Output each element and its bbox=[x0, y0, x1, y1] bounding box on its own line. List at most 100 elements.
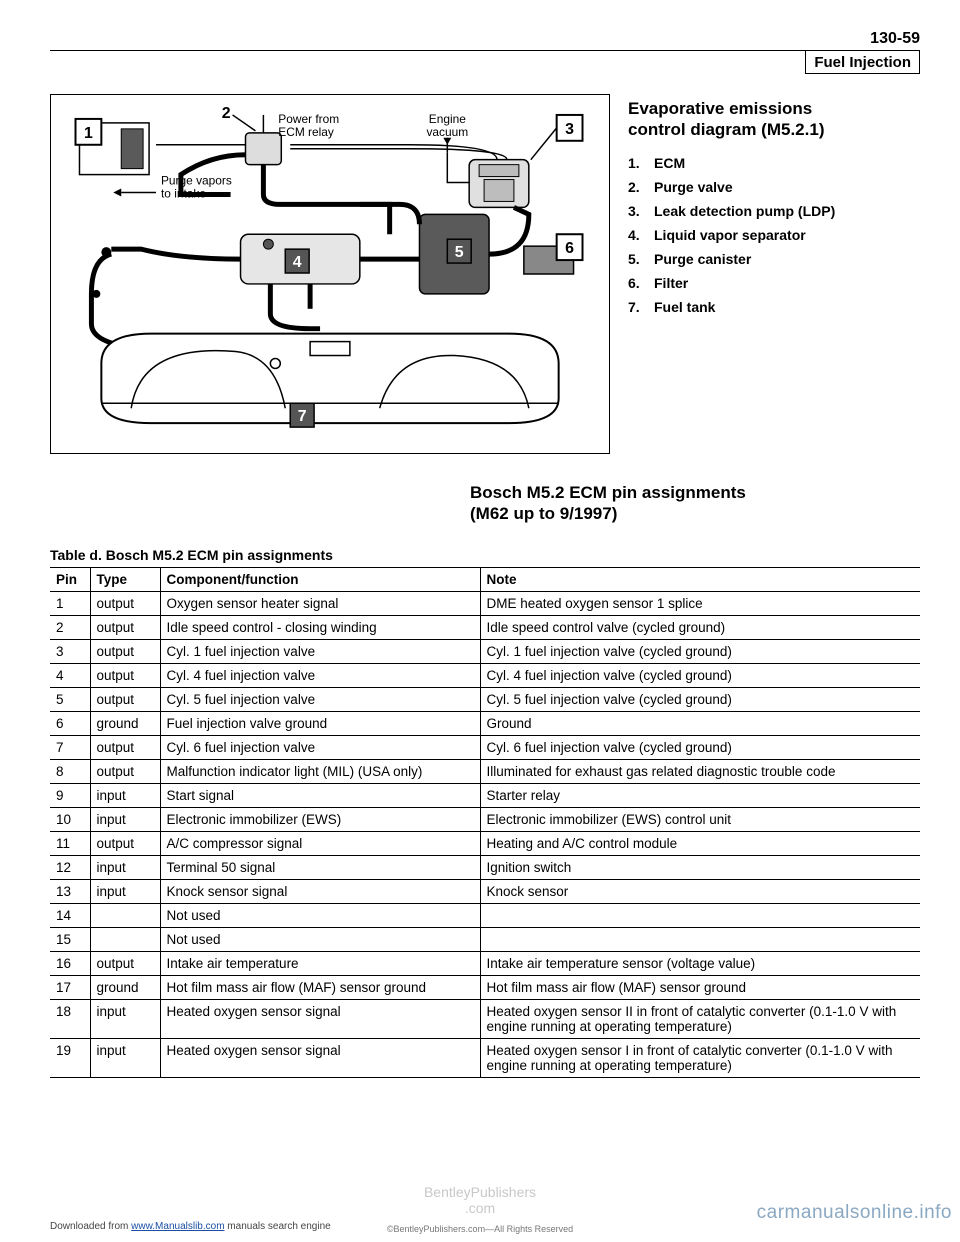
cell-note: Intake air temperature sensor (voltage v… bbox=[480, 951, 920, 975]
cell-pin: 10 bbox=[50, 807, 90, 831]
callout-3: 3 bbox=[565, 121, 574, 138]
table-row: 15 Not used bbox=[50, 927, 920, 951]
cell-comp: Start signal bbox=[160, 783, 480, 807]
cell-note bbox=[480, 903, 920, 927]
table-row: 6groundFuel injection valve groundGround bbox=[50, 711, 920, 735]
cell-comp: Not used bbox=[160, 903, 480, 927]
cell-pin: 9 bbox=[50, 783, 90, 807]
table-row: 10inputElectronic immobilizer (EWS)Elect… bbox=[50, 807, 920, 831]
ldp-shape bbox=[469, 160, 529, 208]
cell-pin: 1 bbox=[50, 591, 90, 615]
footer-left: Downloaded from www.Manualslib.com manua… bbox=[50, 1221, 331, 1232]
table-row: 2outputIdle speed control - closing wind… bbox=[50, 615, 920, 639]
cell-pin: 16 bbox=[50, 951, 90, 975]
cell-type: ground bbox=[90, 711, 160, 735]
callout-1: 1 bbox=[84, 125, 93, 142]
cell-pin: 17 bbox=[50, 975, 90, 999]
legend-list: 1.ECM 2.Purge valve 3.Leak detection pum… bbox=[628, 155, 920, 315]
legend-title: Evaporative emissions control diagram (M… bbox=[628, 98, 920, 141]
cell-note: Cyl. 5 fuel injection valve (cycled grou… bbox=[480, 687, 920, 711]
cell-comp: Malfunction indicator light (MIL) (USA o… bbox=[160, 759, 480, 783]
callout-4: 4 bbox=[293, 254, 302, 271]
cell-type: input bbox=[90, 855, 160, 879]
cell-type: input bbox=[90, 999, 160, 1038]
cell-note: Heated oxygen sensor I in front of catal… bbox=[480, 1038, 920, 1077]
evap-diagram: 1 2 Power from ECM relay Purge vapors to… bbox=[50, 94, 610, 454]
cell-comp: Idle speed control - closing winding bbox=[160, 615, 480, 639]
table-row: 17groundHot film mass air flow (MAF) sen… bbox=[50, 975, 920, 999]
cell-note: Cyl. 6 fuel injection valve (cycled grou… bbox=[480, 735, 920, 759]
cell-type: output bbox=[90, 591, 160, 615]
cell-note: Heating and A/C control module bbox=[480, 831, 920, 855]
cell-comp: Terminal 50 signal bbox=[160, 855, 480, 879]
table-row: 11outputA/C compressor signalHeating and… bbox=[50, 831, 920, 855]
legend: Evaporative emissions control diagram (M… bbox=[628, 94, 920, 454]
label-engine: Engine bbox=[429, 112, 466, 126]
footer-copyright: ©BentleyPublishers.com—All Rights Reserv… bbox=[387, 1224, 573, 1234]
th-pin: Pin bbox=[50, 567, 90, 591]
th-note: Note bbox=[480, 567, 920, 591]
right-watermark: carmanualsonline.info bbox=[757, 1202, 952, 1224]
header-rule: Fuel Injection bbox=[50, 50, 920, 76]
cell-comp: Cyl. 5 fuel injection valve bbox=[160, 687, 480, 711]
cell-comp: Cyl. 1 fuel injection valve bbox=[160, 639, 480, 663]
cell-note: Heated oxygen sensor II in front of cata… bbox=[480, 999, 920, 1038]
cell-comp: Hot film mass air flow (MAF) sensor grou… bbox=[160, 975, 480, 999]
callout-6: 6 bbox=[565, 240, 574, 257]
cell-note: DME heated oxygen sensor 1 splice bbox=[480, 591, 920, 615]
table-caption: Table d. Bosch M5.2 ECM pin assignments bbox=[50, 547, 920, 563]
cell-note: Cyl. 4 fuel injection valve (cycled grou… bbox=[480, 663, 920, 687]
cell-comp: A/C compressor signal bbox=[160, 831, 480, 855]
table-row: 4outputCyl. 4 fuel injection valveCyl. 4… bbox=[50, 663, 920, 687]
cell-pin: 14 bbox=[50, 903, 90, 927]
cell-comp: Intake air temperature bbox=[160, 951, 480, 975]
cell-note: Idle speed control valve (cycled ground) bbox=[480, 615, 920, 639]
cell-note: Illuminated for exhaust gas related diag… bbox=[480, 759, 920, 783]
cell-comp: Fuel injection valve ground bbox=[160, 711, 480, 735]
table-row: 19inputHeated oxygen sensor signalHeated… bbox=[50, 1038, 920, 1077]
cell-note: Hot film mass air flow (MAF) sensor grou… bbox=[480, 975, 920, 999]
cell-note: Ground bbox=[480, 711, 920, 735]
cell-type: input bbox=[90, 807, 160, 831]
table-row: 8outputMalfunction indicator light (MIL)… bbox=[50, 759, 920, 783]
header-title: Fuel Injection bbox=[805, 51, 920, 74]
cell-pin: 8 bbox=[50, 759, 90, 783]
table-row: 7outputCyl. 6 fuel injection valveCyl. 6… bbox=[50, 735, 920, 759]
table-row: 3outputCyl. 1 fuel injection valveCyl. 1… bbox=[50, 639, 920, 663]
cell-pin: 11 bbox=[50, 831, 90, 855]
label-power-from: Power from bbox=[278, 112, 339, 126]
cell-type: output bbox=[90, 951, 160, 975]
cell-type bbox=[90, 903, 160, 927]
table-row: 12inputTerminal 50 signalIgnition switch bbox=[50, 855, 920, 879]
cell-pin: 3 bbox=[50, 639, 90, 663]
cell-pin: 6 bbox=[50, 711, 90, 735]
table-row: 13inputKnock sensor signalKnock sensor bbox=[50, 879, 920, 903]
cell-type: output bbox=[90, 831, 160, 855]
label-ecm-relay: ECM relay bbox=[278, 125, 334, 139]
table-row: 5outputCyl. 5 fuel injection valveCyl. 5… bbox=[50, 687, 920, 711]
cell-pin: 12 bbox=[50, 855, 90, 879]
section-heading: Bosch M5.2 ECM pin assignments (M62 up t… bbox=[470, 482, 920, 525]
cell-type: output bbox=[90, 735, 160, 759]
cell-comp: Heated oxygen sensor signal bbox=[160, 999, 480, 1038]
callout-2: 2 bbox=[222, 105, 231, 122]
cell-comp: Not used bbox=[160, 927, 480, 951]
cell-pin: 4 bbox=[50, 663, 90, 687]
cell-pin: 15 bbox=[50, 927, 90, 951]
cell-comp: Heated oxygen sensor signal bbox=[160, 1038, 480, 1077]
th-comp: Component/function bbox=[160, 567, 480, 591]
cell-pin: 13 bbox=[50, 879, 90, 903]
cell-pin: 2 bbox=[50, 615, 90, 639]
cell-note bbox=[480, 927, 920, 951]
cell-comp: Cyl. 4 fuel injection valve bbox=[160, 663, 480, 687]
center-watermark: BentleyPublishers .com bbox=[424, 1185, 536, 1216]
cell-comp: Oxygen sensor heater signal bbox=[160, 591, 480, 615]
table-row: 9inputStart signalStarter relay bbox=[50, 783, 920, 807]
cell-comp: Cyl. 6 fuel injection valve bbox=[160, 735, 480, 759]
table-row: 14 Not used bbox=[50, 903, 920, 927]
manualslib-link[interactable]: www.Manualslib.com bbox=[131, 1221, 224, 1232]
cell-type bbox=[90, 927, 160, 951]
cell-note: Ignition switch bbox=[480, 855, 920, 879]
cell-comp: Knock sensor signal bbox=[160, 879, 480, 903]
cell-pin: 18 bbox=[50, 999, 90, 1038]
